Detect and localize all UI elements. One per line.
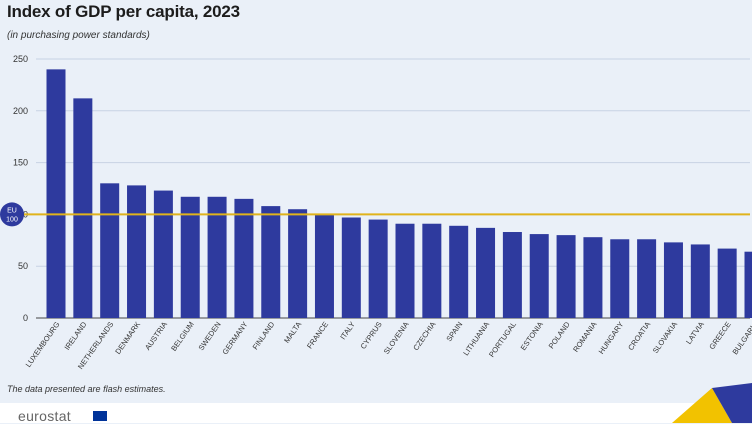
bar bbox=[745, 252, 752, 318]
bar bbox=[234, 199, 253, 318]
bar bbox=[530, 234, 549, 318]
bar bbox=[47, 69, 66, 318]
bar bbox=[369, 220, 388, 318]
x-tick-label: ITALY bbox=[338, 320, 357, 341]
eu-flag-icon bbox=[93, 411, 107, 421]
bar bbox=[261, 206, 280, 318]
x-tick-label: SPAIN bbox=[444, 320, 464, 343]
bar bbox=[315, 214, 334, 318]
x-tick-label: LITHUANIA bbox=[461, 320, 491, 357]
y-tick-label: 200 bbox=[13, 106, 28, 116]
bar bbox=[664, 242, 683, 318]
x-tick-label: SLOVAKIA bbox=[651, 320, 679, 355]
x-tick-label: GERMANY bbox=[220, 320, 249, 356]
x-tick-label: BELGIUM bbox=[169, 320, 196, 353]
footnote: The data presented are flash estimates. bbox=[7, 384, 166, 394]
x-tick-label: HUNGARY bbox=[597, 320, 626, 356]
y-tick-label: 0 bbox=[23, 313, 28, 323]
x-tick-label: CYPRUS bbox=[358, 320, 383, 351]
x-tick-label: LUXEMBOURG bbox=[24, 320, 62, 369]
x-tick-label: FRANCE bbox=[305, 320, 330, 350]
bar bbox=[154, 191, 173, 318]
eurostat-logo: eurostat bbox=[18, 408, 71, 424]
x-tick-label: LATVIA bbox=[684, 320, 706, 346]
x-tick-label: MALTA bbox=[282, 320, 303, 345]
x-tick-label: POLAND bbox=[547, 320, 572, 351]
bar bbox=[73, 98, 92, 318]
x-tick-label: IRELAND bbox=[62, 320, 88, 352]
x-tick-label: PORTUGAL bbox=[487, 320, 518, 359]
x-tick-label: ESTONIA bbox=[519, 320, 545, 352]
bar bbox=[342, 218, 361, 318]
bar bbox=[583, 237, 602, 318]
y-tick-label: 150 bbox=[13, 158, 28, 168]
x-tick-label: GREECE bbox=[707, 320, 733, 351]
x-tick-label: CZECHIA bbox=[411, 320, 437, 352]
x-tick-label: DENMARK bbox=[113, 320, 142, 356]
bar bbox=[422, 224, 441, 318]
x-tick-label: ROMANIA bbox=[571, 320, 598, 354]
bar bbox=[449, 226, 468, 318]
x-tick-label: CROATIA bbox=[626, 320, 652, 352]
x-tick-label: AUSTRIA bbox=[143, 320, 169, 352]
eu-badge-value: 100 bbox=[6, 216, 18, 223]
bar bbox=[610, 239, 629, 318]
x-tick-label: BULGARIA bbox=[731, 320, 752, 356]
corner-decoration-icon bbox=[672, 383, 752, 423]
bar bbox=[100, 183, 119, 318]
eu-badge-label: EU bbox=[7, 207, 17, 214]
x-tick-label: SWEDEN bbox=[196, 320, 222, 352]
bar bbox=[476, 228, 495, 318]
bar bbox=[127, 185, 146, 318]
x-tick-label: SLOVENIA bbox=[382, 320, 411, 356]
y-tick-label: 50 bbox=[18, 261, 28, 271]
bar bbox=[557, 235, 576, 318]
bar bbox=[691, 244, 710, 318]
bar bbox=[637, 239, 656, 318]
footer bbox=[0, 403, 752, 423]
bar bbox=[396, 224, 415, 318]
bar bbox=[503, 232, 522, 318]
bar bbox=[288, 209, 307, 318]
y-tick-label: 250 bbox=[13, 54, 28, 64]
bar bbox=[718, 249, 737, 318]
x-tick-label: FINLAND bbox=[251, 320, 277, 352]
